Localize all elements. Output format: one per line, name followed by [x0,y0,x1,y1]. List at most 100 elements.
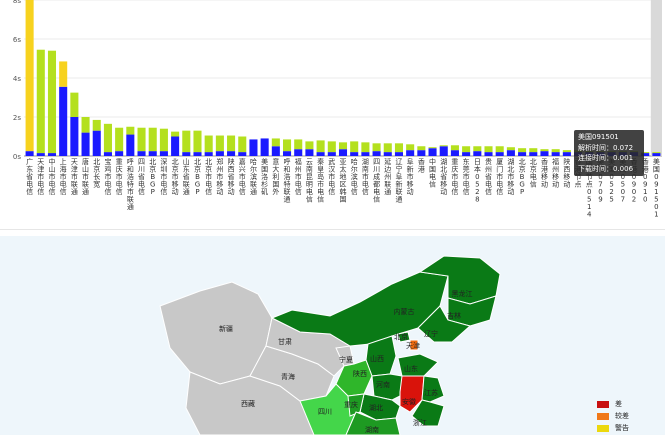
bar-segment[interactable] [47,153,57,156]
province-shape[interactable] [345,411,401,435]
bar-segment[interactable] [406,144,415,151]
bar-segment[interactable] [562,150,571,153]
bar-segment[interactable] [327,152,336,156]
bar-segment[interactable] [484,152,493,156]
bar-segment[interactable] [227,151,236,157]
bar-segment[interactable] [182,152,191,156]
bar-segment[interactable] [529,152,538,156]
bar-segment[interactable] [294,139,303,150]
province-shape[interactable] [411,399,445,427]
bar-segment[interactable] [126,126,135,135]
bar-segment[interactable] [338,149,348,156]
province-shape[interactable] [397,331,411,343]
bar-segment[interactable] [350,141,359,153]
bar-segment[interactable] [529,148,538,153]
bar-segment[interactable] [193,130,202,153]
bar-segment[interactable] [92,130,101,156]
bar-segment[interactable] [462,146,471,153]
bar-segment[interactable] [394,152,403,156]
bar-segment[interactable] [171,131,180,137]
bar-segment[interactable] [238,152,247,156]
bar-segment[interactable] [215,135,224,152]
legend-item[interactable]: 差 [597,398,629,410]
bar-segment[interactable] [238,136,247,153]
bar-segment[interactable] [25,151,34,157]
legend-item[interactable]: 较差 [597,410,629,422]
bar-segment[interactable] [417,150,426,156]
bar-segment[interactable] [148,127,157,152]
bar-segment[interactable] [338,142,348,150]
bar-segment[interactable] [473,146,482,152]
bar-segment[interactable] [473,151,482,157]
bar-segment[interactable] [305,149,314,156]
bar-segment[interactable] [193,152,202,156]
bar-segment[interactable] [450,145,459,151]
bar-segment[interactable] [551,149,560,153]
bar-segment[interactable] [260,138,269,156]
bar-segment[interactable] [428,147,437,149]
bar-segment[interactable] [518,152,527,156]
bar-segment[interactable] [540,151,549,157]
bar-segment[interactable] [406,150,415,156]
bar-segment[interactable] [81,117,90,133]
bar-segment[interactable] [417,146,426,151]
bar-segment[interactable] [215,151,224,157]
province-shape[interactable] [409,339,419,351]
bar-segment[interactable] [428,148,437,156]
bar-segment[interactable] [171,136,180,157]
bar-segment[interactable] [126,134,135,156]
bar-segment[interactable] [47,50,57,154]
bar-segment[interactable] [115,127,124,152]
bar-segment[interactable] [361,152,370,156]
bar-segment[interactable] [92,119,101,131]
bar-segment[interactable] [506,147,515,151]
bar-segment[interactable] [227,135,236,152]
bar-segment[interactable] [115,151,124,157]
bar-segment[interactable] [137,127,146,152]
bar-segment[interactable] [59,86,68,156]
bar-segment[interactable] [652,152,661,154]
bar-segment[interactable] [36,49,45,154]
bar-segment[interactable] [70,92,79,118]
bar-segment[interactable] [103,123,112,153]
bar-segment[interactable] [137,151,146,157]
bar-segment[interactable] [305,141,314,150]
bar-segment[interactable] [394,143,403,153]
bar-segment[interactable] [372,143,381,152]
bar-segment[interactable] [204,152,213,156]
bar-segment[interactable] [316,140,325,153]
bar-segment[interactable] [484,146,493,153]
bar-segment[interactable] [383,152,392,156]
bar-segment[interactable] [81,132,90,156]
province-shape[interactable] [397,353,439,377]
bar-segment[interactable] [182,130,191,153]
bar-segment[interactable] [518,148,527,153]
bar-segment[interactable] [70,117,79,156]
bar-segment[interactable] [495,146,504,153]
bar-segment[interactable] [103,152,112,156]
bar-segment[interactable] [59,61,68,87]
province-shape[interactable] [347,393,365,417]
bar-segment[interactable] [159,128,168,152]
bar-segment[interactable] [495,152,504,156]
bar-segment[interactable] [271,146,280,156]
province-shape[interactable] [421,375,445,403]
bar-segment[interactable] [506,150,515,156]
legend-item[interactable]: 警告 [597,422,629,434]
bar-segment[interactable] [361,142,370,153]
bar-segment[interactable] [25,0,34,152]
bar-segment[interactable] [652,153,661,156]
bar-segment[interactable] [36,153,45,156]
bar-segment[interactable] [383,143,392,153]
bar-segment[interactable] [294,149,303,156]
bar-segment[interactable] [641,153,650,156]
bar-segment[interactable] [641,152,650,154]
bar-segment[interactable] [551,152,560,156]
bar-segment[interactable] [327,141,336,153]
bar-segment[interactable] [159,151,168,157]
bar-segment[interactable] [439,146,448,156]
bar-segment[interactable] [148,151,157,157]
bar-segment[interactable] [316,152,325,156]
province-shape[interactable] [359,393,401,421]
bar-segment[interactable] [204,135,213,153]
